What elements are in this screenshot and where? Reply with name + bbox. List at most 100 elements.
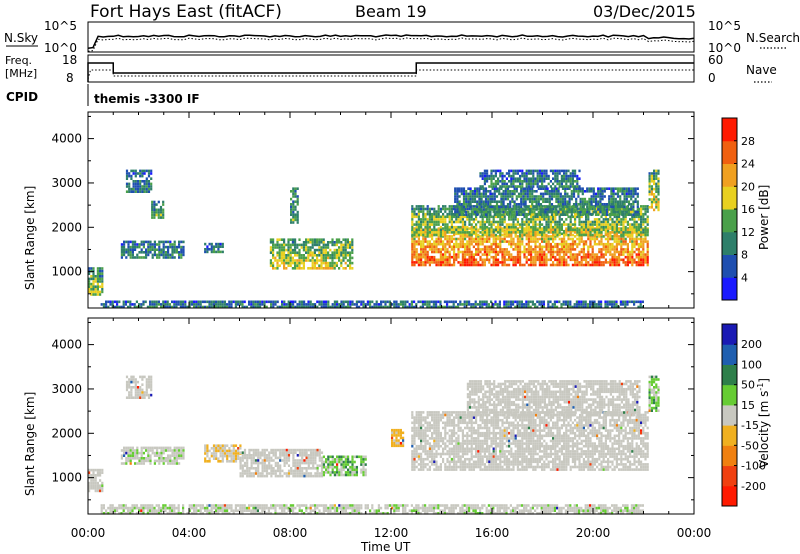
data-cell (118, 305, 121, 309)
data-cell (589, 245, 592, 249)
data-cell (459, 215, 462, 219)
data-cell (531, 210, 534, 214)
data-cell (618, 242, 621, 246)
data-cell (558, 223, 561, 226)
data-cell (442, 223, 445, 226)
data-cell (296, 195, 299, 198)
data-cell (602, 245, 605, 249)
data-cell (431, 242, 434, 246)
data-cell (514, 228, 517, 232)
data-cell (157, 200, 160, 204)
data-cell (559, 197, 562, 201)
data-cell (602, 223, 605, 226)
data-cell (630, 213, 633, 216)
data-cell (532, 223, 535, 226)
data-cell (300, 254, 303, 257)
data-cell (294, 187, 297, 190)
data-cell (223, 444, 227, 447)
data-cell (502, 213, 505, 216)
data-cell (433, 220, 436, 224)
data-cell (564, 200, 567, 203)
data-cell (505, 258, 508, 262)
data-cell (123, 451, 126, 455)
data-cell (94, 293, 97, 296)
data-cell (594, 192, 598, 196)
data-cell (516, 242, 519, 246)
data-cell (417, 225, 420, 229)
data-cell (184, 305, 187, 309)
data-cell (318, 300, 321, 304)
data-cell (272, 241, 275, 244)
data-cell (411, 228, 414, 232)
data-cell (490, 215, 493, 219)
data-cell (458, 208, 461, 211)
data-cell (486, 258, 489, 262)
data-cell (554, 242, 557, 246)
data-cell (156, 243, 159, 246)
data-cell (461, 240, 464, 243)
data-cell (597, 210, 600, 214)
data-cell (305, 246, 308, 249)
data-cell (559, 192, 562, 196)
data-cell (490, 172, 493, 175)
data-cell (210, 452, 213, 455)
data-cell (554, 237, 557, 241)
data-cell (624, 231, 627, 234)
data-cell (581, 210, 584, 214)
data-cell (490, 233, 493, 237)
data-cell (276, 261, 279, 265)
data-cell (149, 251, 152, 254)
data-cell (444, 250, 447, 254)
data-cell (151, 245, 154, 249)
data-cell (536, 258, 539, 262)
data-cell (122, 300, 125, 304)
data-cell (491, 200, 494, 203)
data-cell (588, 197, 591, 201)
data-cell (287, 305, 290, 309)
data-cell (162, 256, 165, 259)
data-cell (470, 242, 473, 246)
data-cell (516, 253, 519, 256)
data-cell (476, 190, 479, 193)
data-cell (644, 240, 647, 243)
data-cell (582, 245, 585, 249)
data-cell (587, 261, 590, 264)
data-cell (522, 200, 525, 203)
data-cell (552, 218, 555, 221)
data-cell (566, 208, 569, 211)
data-cell (127, 449, 130, 452)
data-cell (526, 187, 529, 190)
data-cell (587, 218, 590, 221)
data-cell (613, 235, 616, 238)
data-cell (454, 208, 457, 211)
data-cell (519, 231, 522, 234)
data-cell (489, 203, 492, 206)
data-cell (437, 240, 440, 243)
data-cell (162, 449, 165, 452)
data-cell (424, 235, 427, 238)
data-cell (461, 231, 464, 234)
data-cell (459, 231, 462, 234)
data-cell (303, 305, 306, 309)
data-cell (568, 200, 571, 203)
data-cell (626, 248, 629, 251)
data-cell (283, 303, 286, 306)
data-cell (607, 261, 610, 264)
data-cell (629, 237, 632, 241)
data-cell (503, 237, 506, 241)
data-cell (169, 459, 172, 463)
data-cell (147, 251, 150, 254)
data-cell (477, 220, 480, 224)
data-cell (512, 223, 515, 226)
data-cell (619, 205, 622, 209)
data-cell (569, 215, 572, 219)
data-cell (589, 235, 592, 238)
data-cell (657, 180, 660, 183)
data-cell (411, 250, 414, 254)
data-cell (88, 282, 91, 286)
data-cell (538, 233, 541, 237)
data-cell (602, 228, 605, 232)
data-cell (397, 303, 400, 306)
data-cell (512, 303, 515, 306)
data-cell (636, 210, 639, 214)
